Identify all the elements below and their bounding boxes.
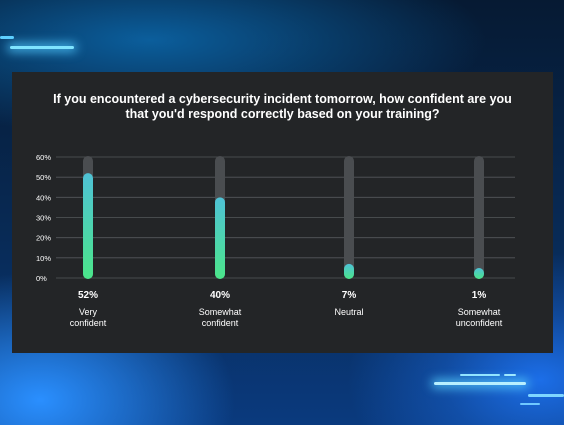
decor-line-bottom-4 bbox=[528, 394, 564, 397]
bar bbox=[215, 197, 225, 279]
chart-title: If you encountered a cybersecurity incid… bbox=[53, 92, 512, 121]
chart-panel: If you encountered a cybersecurity incid… bbox=[12, 72, 553, 353]
value-label: 7% bbox=[342, 290, 357, 301]
category-label: confident bbox=[202, 318, 239, 328]
decor-line-bottom-1 bbox=[460, 374, 500, 376]
y-tick-label: 40% bbox=[36, 193, 51, 202]
bar-track bbox=[474, 156, 484, 279]
value-label: 52% bbox=[78, 290, 98, 301]
category-label: Very bbox=[79, 307, 98, 317]
value-label: 1% bbox=[472, 290, 487, 301]
bar-track bbox=[344, 156, 354, 279]
value-label: 40% bbox=[210, 290, 230, 301]
decor-line-bottom-5 bbox=[520, 403, 540, 405]
y-tick-label: 0% bbox=[36, 274, 47, 283]
bar bbox=[474, 268, 484, 279]
y-tick-label: 20% bbox=[36, 234, 51, 243]
y-tick-label: 10% bbox=[36, 254, 51, 263]
decor-line-top-1 bbox=[0, 36, 14, 39]
y-tick-label: 50% bbox=[36, 173, 51, 182]
y-tick-label: 60% bbox=[36, 153, 51, 162]
category-label: Neutral bbox=[334, 307, 363, 317]
bar bbox=[83, 173, 93, 279]
y-tick-label: 30% bbox=[36, 214, 51, 223]
bar-chart: 0%10%20%30%40%50%60%52%Veryconfident40%S… bbox=[36, 153, 515, 328]
decor-line-bottom-2 bbox=[434, 382, 526, 385]
decor-line-bottom-3 bbox=[504, 374, 516, 376]
bar bbox=[344, 263, 354, 279]
category-label: Somewhat bbox=[458, 307, 501, 317]
category-label: Somewhat bbox=[199, 307, 242, 317]
category-label: unconfident bbox=[456, 318, 503, 328]
category-label: confident bbox=[70, 318, 107, 328]
decor-line-top-2 bbox=[10, 46, 74, 49]
